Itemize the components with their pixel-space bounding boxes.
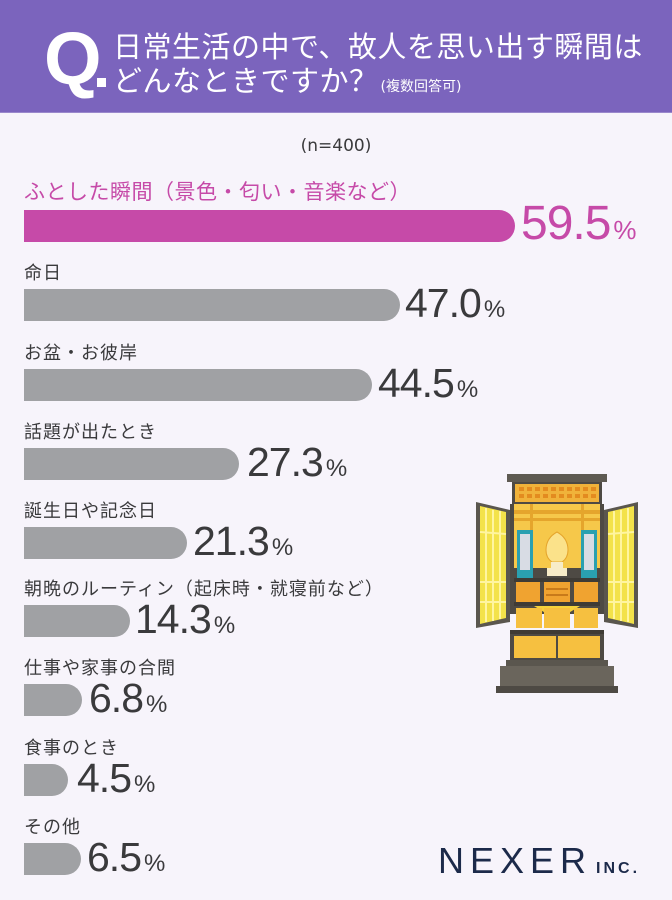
value-unit: % bbox=[144, 850, 166, 877]
value-label: 44.5% bbox=[378, 360, 478, 407]
value-unit: % bbox=[456, 376, 479, 403]
value-unit: % bbox=[134, 771, 156, 798]
row-label: 仕事や家事の合間 bbox=[24, 658, 176, 679]
value-number: 6.5 bbox=[87, 834, 142, 880]
value-number: 6.8 bbox=[89, 675, 144, 721]
q-dot bbox=[97, 78, 106, 87]
row-label: その他 bbox=[24, 817, 81, 838]
q-mark: Q bbox=[44, 17, 102, 100]
question-title-line2: どんなときですか？ (複数回答可) bbox=[113, 58, 461, 100]
value-unit: % bbox=[325, 455, 348, 482]
question-header: Q 日常生活の中で、故人を思い出す瞬間は どんなときですか？ (複数回答可) bbox=[0, 0, 672, 113]
value-number: 59.5 bbox=[521, 197, 611, 250]
bar bbox=[24, 843, 81, 875]
value-unit: % bbox=[613, 215, 637, 245]
nexer-logo: NEXER INC. bbox=[438, 840, 640, 882]
row-label: 食事のとき bbox=[24, 738, 119, 759]
bar bbox=[24, 369, 372, 401]
row-label: 誕生日や記念日 bbox=[24, 501, 157, 522]
logo-main: NEXER bbox=[438, 840, 593, 881]
bar bbox=[24, 289, 400, 321]
row-label: 朝晩のルーティン（起床時・就寝前など） bbox=[24, 579, 384, 600]
bar bbox=[24, 448, 239, 480]
row-label: お盆・お彼岸 bbox=[24, 343, 138, 364]
value-number: 14.3 bbox=[135, 596, 212, 642]
value-label: 27.3% bbox=[247, 439, 347, 486]
bar bbox=[24, 684, 82, 716]
row-label: 話題が出たとき bbox=[24, 422, 157, 443]
value-unit: % bbox=[483, 296, 506, 323]
value-label: 6.5% bbox=[87, 834, 165, 881]
sample-size: (n=400) bbox=[300, 136, 372, 156]
value-number: 27.3 bbox=[247, 439, 324, 485]
row-label: 命日 bbox=[24, 263, 62, 284]
value-label: 47.0% bbox=[405, 280, 505, 327]
bar bbox=[24, 605, 130, 637]
value-number: 21.3 bbox=[193, 518, 270, 564]
value-unit: % bbox=[213, 612, 236, 639]
value-label: 21.3% bbox=[193, 518, 293, 565]
value-number: 47.0 bbox=[405, 280, 482, 326]
bar bbox=[24, 527, 187, 559]
value-label: 14.3% bbox=[135, 596, 235, 643]
question-title-line2-text: どんなときですか？ bbox=[113, 64, 379, 98]
value-label: 6.8% bbox=[89, 675, 167, 722]
logo-inc: INC. bbox=[596, 860, 641, 877]
value-label: 4.5% bbox=[77, 755, 155, 802]
value-unit: % bbox=[146, 691, 168, 718]
bar bbox=[24, 764, 68, 796]
row-label: ふとした瞬間（景色・匂い・音楽など） bbox=[24, 180, 411, 204]
multiple-answer-note: (複数回答可) bbox=[380, 79, 462, 95]
value-number: 44.5 bbox=[378, 360, 455, 406]
value-number: 4.5 bbox=[77, 755, 132, 801]
question-title-line1: 日常生活の中で、故人を思い出す瞬間は bbox=[113, 30, 643, 64]
value-label: 59.5% bbox=[521, 196, 637, 251]
butsudan-altar-icon bbox=[476, 474, 638, 693]
value-unit: % bbox=[271, 534, 294, 561]
bar-highlight bbox=[24, 210, 515, 242]
